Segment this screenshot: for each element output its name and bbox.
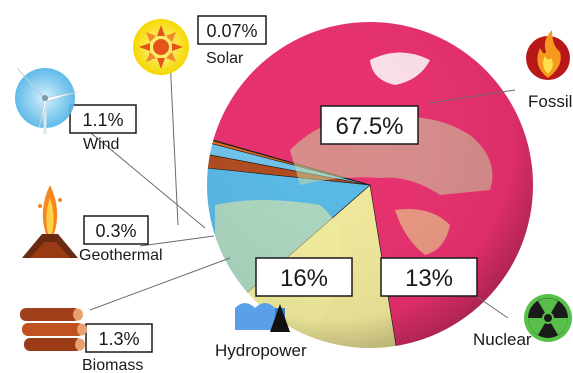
value-box-nuclear: 13% — [380, 257, 478, 297]
value-box-wind: 1.1% — [69, 104, 137, 134]
label-hydropower: Hydropower — [215, 341, 307, 360]
label-fossil: Fossil — [528, 92, 572, 111]
label-geothermal: Geothermal — [79, 247, 163, 264]
leader-wind — [84, 127, 206, 229]
leader-geothermal — [139, 235, 215, 247]
value-box-biomass: 1.3% — [85, 323, 153, 353]
volcano-icon — [22, 185, 78, 258]
value-label-geothermal: 0.3% — [95, 221, 136, 241]
wind-turbine-icon — [15, 67, 78, 134]
leader-biomass — [89, 257, 231, 311]
leader-fossil — [429, 89, 516, 104]
label-wind: Wind — [83, 136, 119, 153]
value-label-solar: 0.07% — [206, 21, 257, 41]
log-pile-icon — [20, 308, 87, 351]
value-label-nuclear: 13% — [405, 265, 453, 292]
label-solar: Solar — [206, 50, 244, 67]
value-label-hydropower: 16% — [280, 265, 328, 292]
leader-solar — [169, 57, 179, 226]
label-nuclear: Nuclear — [473, 330, 532, 349]
value-label-fossil: 67.5% — [335, 113, 403, 140]
flame-icon — [526, 30, 570, 80]
globe-shading — [207, 22, 533, 348]
value-label-wind: 1.1% — [82, 110, 123, 130]
value-box-hydropower: 16% — [255, 257, 353, 297]
value-box-solar: 0.07% — [197, 15, 267, 45]
value-box-geothermal: 0.3% — [83, 215, 149, 245]
radiation-icon — [524, 294, 572, 342]
value-label-biomass: 1.3% — [98, 329, 139, 349]
water-wave-icon — [235, 303, 290, 332]
label-biomass: Biomass — [82, 357, 143, 373]
value-box-fossil: 67.5% — [320, 105, 419, 145]
sun-icon — [133, 19, 189, 75]
